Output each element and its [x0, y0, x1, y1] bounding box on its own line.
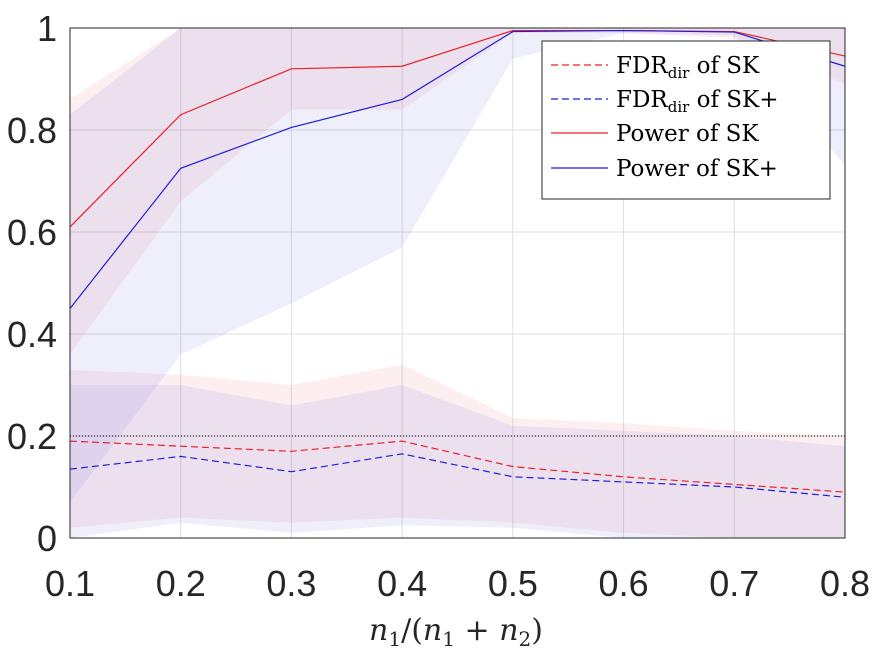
legend-label-2: FDRdir of SK+ [616, 87, 779, 116]
x-tick-label: 0.4 [377, 563, 427, 604]
band-1 [70, 364, 845, 538]
axes-box [69, 27, 846, 539]
y-tick-label: 0.8 [7, 110, 57, 151]
confidence-bands [70, 28, 845, 538]
legend-label-4: Power of SK+ [616, 156, 778, 182]
y-tick-label: 0 [37, 518, 57, 559]
y-tick-label: 0.2 [7, 416, 57, 457]
band-4 [70, 28, 845, 503]
x-tick-label: 0.3 [266, 563, 316, 604]
x-tick-label: 0.2 [156, 563, 206, 604]
y-tick-labels: 0 0.2 0.4 0.6 0.8 1 [7, 8, 57, 559]
x-tick-label: 0.7 [709, 563, 759, 604]
series-lines [69, 29, 846, 498]
y-tick-label: 1 [37, 8, 57, 49]
x-tick-labels: 0.1 0.2 0.3 0.4 0.5 0.6 0.7 0.8 [45, 563, 870, 604]
x-tick-label: 0.1 [45, 563, 95, 604]
series-line-4 [69, 29, 846, 309]
legend-box [541, 40, 831, 200]
x-tick-label: 0.6 [599, 563, 649, 604]
x-tick-label: 0.5 [488, 563, 538, 604]
series-line-2 [69, 453, 846, 498]
legend-label-3: Power of SK [616, 121, 759, 147]
x-tick-label: 0.8 [820, 563, 870, 604]
band-2 [70, 385, 845, 538]
legend: FDRdir of SK FDRdir of SK+ Power of SK Powe… [541, 40, 831, 200]
band-3 [70, 28, 845, 355]
y-tick-label: 0.6 [7, 212, 57, 253]
x-axis-label: n1/(n1 + n2) [369, 613, 543, 651]
legend-label-1: FDRdir of SK [616, 53, 760, 82]
series-line-1 [69, 440, 846, 493]
y-tick-label: 0.4 [7, 314, 57, 355]
